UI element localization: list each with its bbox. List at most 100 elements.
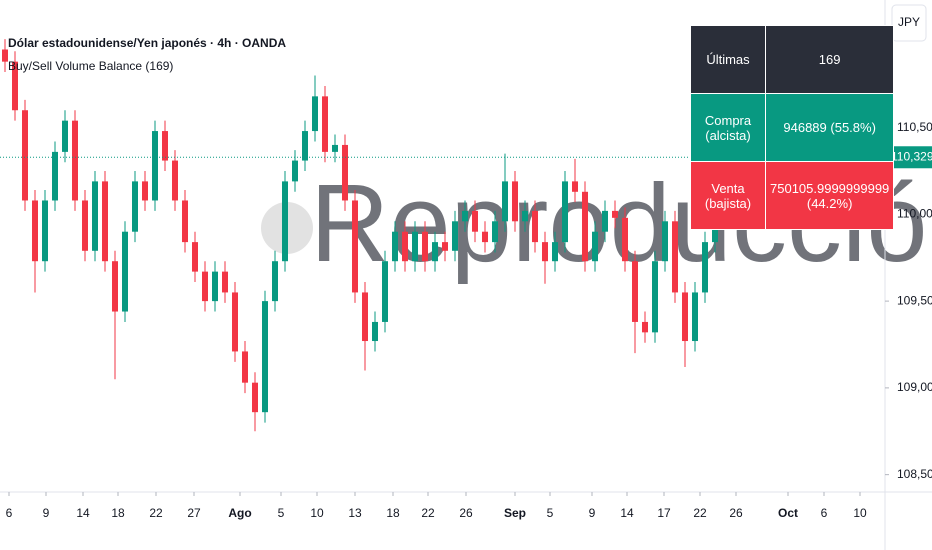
- candle-body: [352, 200, 358, 293]
- candle-body: [232, 292, 238, 352]
- candle-body: [402, 231, 408, 262]
- y-tick-label: 108,500: [897, 467, 932, 481]
- candle-body: [252, 382, 258, 413]
- candle-body: [492, 221, 498, 243]
- candle-body: [222, 271, 228, 293]
- x-tick-label: 14: [620, 506, 634, 520]
- y-tick-label: 110,500: [897, 120, 932, 134]
- sell-cell: Venta (bajista): [690, 161, 766, 230]
- x-tick-label: Sep: [504, 506, 526, 520]
- candle-body: [652, 261, 658, 333]
- header-cell: 169: [764, 25, 895, 94]
- candle-body: [92, 181, 98, 251]
- candle-body: [262, 301, 268, 413]
- candle-body: [332, 144, 338, 152]
- x-tick-label: 5: [547, 506, 554, 520]
- candle-body: [152, 131, 158, 201]
- candle-body: [602, 210, 608, 232]
- last-price-box: [886, 146, 932, 169]
- x-tick-label: 6: [6, 506, 13, 520]
- candle-body: [672, 221, 678, 293]
- candle-body: [432, 242, 438, 262]
- candle-body: [682, 292, 688, 342]
- x-tick-label: 22: [421, 506, 435, 520]
- candle-body: [552, 242, 558, 262]
- candle-body: [192, 242, 198, 272]
- candle-body: [122, 231, 128, 312]
- candle-body: [462, 210, 468, 222]
- candle-body: [532, 210, 538, 243]
- candle-body: [502, 181, 508, 222]
- candle-body: [312, 96, 318, 132]
- candle-body: [512, 181, 518, 222]
- candle-body: [42, 200, 48, 262]
- candle-body: [32, 200, 38, 262]
- x-tick-label: 9: [589, 506, 596, 520]
- candle-body: [612, 210, 618, 218]
- y-tick-label: 110,000: [897, 207, 932, 221]
- x-tick-label: 18: [111, 506, 125, 520]
- candle-body: [282, 181, 288, 262]
- chart-title: Dólar estadounidense/Yen japonés · 4h · …: [8, 36, 286, 50]
- last-price-label: 110,329: [891, 149, 932, 163]
- x-tick-label: 22: [693, 506, 707, 520]
- candle-body: [72, 120, 78, 201]
- candle-body: [82, 200, 88, 251]
- x-tick-label: 6: [821, 506, 828, 520]
- x-tick-label: 18: [386, 506, 400, 520]
- candle-body: [322, 96, 328, 152]
- candle-body: [162, 131, 168, 161]
- x-tick-label: Oct: [778, 506, 798, 520]
- candle-body: [142, 181, 148, 201]
- candle-body: [292, 160, 298, 182]
- y-tick-label: 109,500: [897, 293, 932, 307]
- candle-body: [662, 221, 668, 262]
- x-tick-label: 26: [459, 506, 473, 520]
- candle-body: [382, 261, 388, 322]
- candle-body: [412, 231, 418, 262]
- currency-box[interactable]: [891, 4, 927, 42]
- candle-body: [442, 242, 448, 251]
- candle-body: [522, 210, 528, 222]
- candle-body: [472, 210, 478, 232]
- candle-body: [172, 160, 178, 201]
- candle-body: [202, 271, 208, 302]
- candle-body: [112, 261, 118, 312]
- candle-body: [52, 151, 58, 201]
- candle-body: [342, 144, 348, 201]
- x-tick-label: 22: [149, 506, 163, 520]
- candle-body: [482, 231, 488, 243]
- x-tick-label: 10: [310, 506, 324, 520]
- candle-body: [622, 217, 628, 262]
- candle-body: [642, 321, 648, 333]
- candle-body: [132, 181, 138, 232]
- candle-body: [372, 321, 378, 342]
- x-tick-label: 13: [348, 506, 362, 520]
- candle-body: [702, 242, 708, 293]
- x-tick-label: 27: [187, 506, 201, 520]
- x-tick-label: 17: [657, 506, 671, 520]
- y-tick-label: 109,000: [897, 380, 932, 394]
- x-tick-label: 10: [853, 506, 867, 520]
- sell-cell: 750105.9999999999 (44.2%): [764, 161, 895, 230]
- candle-body: [392, 231, 398, 262]
- candle-body: [302, 131, 308, 161]
- buy-cell: 946889 (55.8%): [764, 93, 895, 162]
- volume-table: Últimas 169 Compra (alcista) 946889 (55.8%…: [690, 25, 895, 230]
- currency[interactable]: JPY: [898, 15, 920, 29]
- header-cell: Últimas: [690, 25, 766, 94]
- candle-body: [12, 61, 18, 111]
- candle-body: [592, 231, 598, 262]
- candle-body: [562, 181, 568, 243]
- candle-body: [362, 292, 368, 342]
- candle-body: [22, 110, 28, 201]
- x-tick-label: 9: [43, 506, 50, 520]
- candle-body: [582, 191, 588, 262]
- candle-body: [182, 200, 188, 243]
- candle-body: [572, 181, 578, 192]
- candle-body: [102, 181, 108, 262]
- candle-body: [272, 261, 278, 302]
- candle-body: [632, 261, 638, 322]
- buy-cell: Compra (alcista): [690, 93, 766, 162]
